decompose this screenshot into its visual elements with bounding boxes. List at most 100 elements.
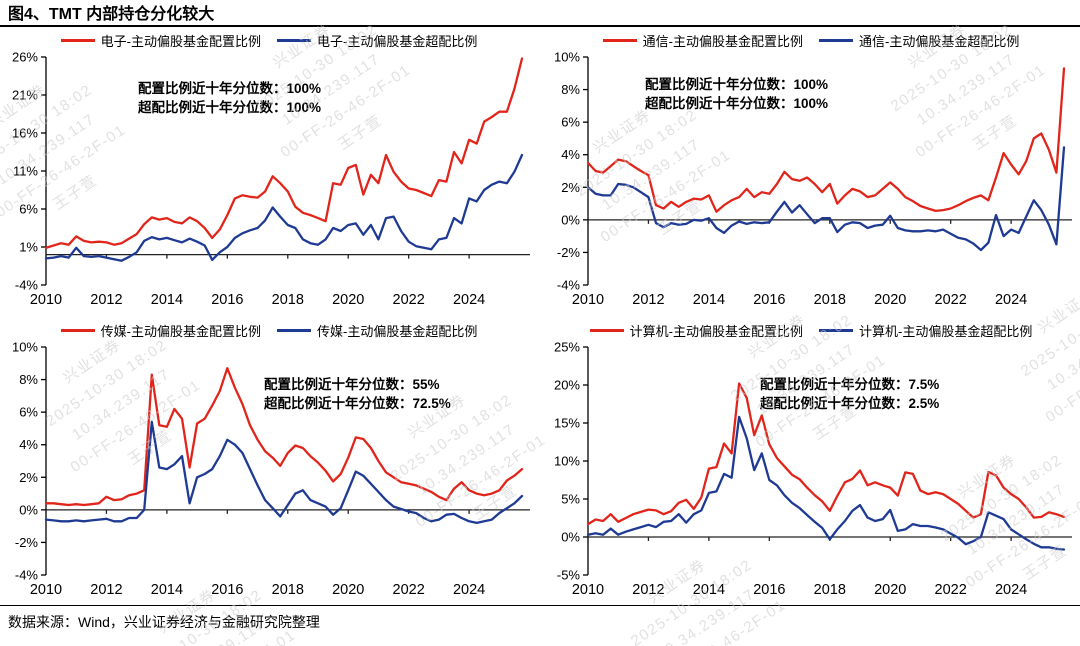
- annotation-line-2: 超配比例近十年分位数：2.5%: [760, 396, 940, 411]
- svg-text:10%: 10%: [554, 51, 580, 65]
- svg-text:20%: 20%: [554, 378, 580, 393]
- svg-text:2024: 2024: [453, 292, 485, 308]
- legend-label: 电子-主动偏股基金配置比例: [100, 33, 261, 49]
- legend-label: 通信-主动偏股基金超配比例: [859, 33, 1020, 49]
- annotation-line-2: 超配比例近十年分位数：100%: [645, 96, 829, 111]
- line-chart-computer: 25% 20% 15% 10% 5% 0% -5%2010 2012 2014 2016 2018 2…: [554, 341, 1072, 598]
- legend-label: 传媒-主动偏股基金配置比例: [100, 323, 261, 339]
- legend-item-overweight: 电子-主动偏股基金超配比例: [277, 31, 477, 50]
- svg-text:0%: 0%: [19, 502, 38, 517]
- chart-legend: 传媒-主动偏股基金配置比例 传媒-主动偏股基金超配比例: [6, 319, 532, 341]
- svg-text:-2%: -2%: [15, 535, 39, 550]
- svg-text:2010: 2010: [30, 582, 62, 598]
- svg-text:2020: 2020: [874, 292, 906, 308]
- svg-text:2022: 2022: [393, 292, 425, 308]
- svg-text:2024: 2024: [453, 582, 485, 598]
- chart-legend: 通信-主动偏股基金配置比例 通信-主动偏股基金超配比例: [548, 29, 1074, 51]
- svg-text:2%: 2%: [561, 180, 580, 195]
- legend-item-allocation: 传媒-主动偏股基金配置比例: [60, 321, 261, 340]
- red-line-swatch: [60, 38, 95, 42]
- svg-text:6%: 6%: [19, 202, 38, 217]
- svg-text:2014: 2014: [151, 292, 183, 308]
- line-chart-media: 10% 8% 6% 4% 2% 0% -2% -4%2010 2012 2014 2016 2018 2…: [12, 341, 530, 598]
- red-line-swatch: [602, 38, 637, 42]
- chart-legend: 计算机-主动偏股基金配置比例 计算机-主动偏股基金超配比例: [548, 319, 1074, 341]
- svg-text:10%: 10%: [554, 454, 580, 469]
- svg-text:15%: 15%: [554, 416, 580, 431]
- svg-text:2016: 2016: [753, 582, 785, 598]
- annotation-line-1: 配置比例近十年分位数：55%: [264, 377, 440, 392]
- legend-label: 传媒-主动偏股基金超配比例: [317, 323, 478, 339]
- svg-text:2024: 2024: [995, 292, 1027, 308]
- svg-text:1%: 1%: [19, 240, 38, 255]
- svg-text:6%: 6%: [561, 115, 580, 130]
- percentile-annotation: 配置比例近十年分位数：55% 超配比例近十年分位数：72.5%: [264, 375, 451, 413]
- legend-label: 计算机-主动偏股基金配置比例: [629, 323, 803, 339]
- svg-text:2016: 2016: [211, 582, 243, 598]
- annotation-line-2: 超配比例近十年分位数：72.5%: [264, 396, 451, 411]
- percentile-annotation: 配置比例近十年分位数：7.5% 超配比例近十年分位数：2.5%: [760, 375, 939, 413]
- svg-text:4%: 4%: [19, 437, 38, 452]
- svg-text:-4%: -4%: [557, 278, 581, 293]
- svg-text:-5%: -5%: [557, 568, 581, 583]
- svg-text:8%: 8%: [561, 82, 580, 97]
- svg-text:2020: 2020: [332, 292, 364, 308]
- svg-text:2012: 2012: [632, 292, 664, 308]
- svg-text:10%: 10%: [12, 341, 38, 355]
- legend-item-overweight: 传媒-主动偏股基金超配比例: [277, 321, 477, 340]
- svg-text:25%: 25%: [554, 341, 580, 355]
- svg-text:16%: 16%: [12, 126, 38, 141]
- svg-text:11%: 11%: [13, 164, 38, 179]
- svg-text:0%: 0%: [561, 530, 580, 545]
- svg-text:2022: 2022: [393, 582, 425, 598]
- blue-line-swatch: [819, 328, 853, 332]
- svg-text:2010: 2010: [30, 292, 62, 308]
- legend-label: 通信-主动偏股基金配置比例: [642, 33, 803, 49]
- svg-text:-4%: -4%: [15, 278, 39, 293]
- svg-text:2020: 2020: [874, 582, 906, 598]
- svg-text:26%: 26%: [12, 51, 38, 65]
- annotation-line-1: 配置比例近十年分位数：100%: [645, 77, 829, 92]
- legend-label: 电子-主动偏股基金超配比例: [317, 33, 478, 49]
- percentile-annotation: 配置比例近十年分位数：100% 超配比例近十年分位数：100%: [138, 79, 321, 117]
- red-line-swatch: [60, 328, 95, 332]
- svg-text:2022: 2022: [935, 582, 967, 598]
- legend-label: 计算机-主动偏股基金超配比例: [859, 323, 1033, 339]
- svg-text:2016: 2016: [753, 292, 785, 308]
- annotation-line-2: 超配比例近十年分位数：100%: [138, 100, 322, 115]
- svg-text:2014: 2014: [151, 582, 183, 598]
- percentile-annotation: 配置比例近十年分位数：100% 超配比例近十年分位数：100%: [645, 75, 828, 113]
- svg-text:2022: 2022: [935, 292, 967, 308]
- figure-title: 图4、TMT 内部持仓分化较大: [8, 6, 215, 23]
- svg-text:2012: 2012: [632, 582, 664, 598]
- legend-item-overweight: 计算机-主动偏股基金超配比例: [819, 321, 1032, 340]
- legend-item-overweight: 通信-主动偏股基金超配比例: [819, 31, 1019, 50]
- svg-text:2%: 2%: [19, 470, 38, 485]
- svg-text:5%: 5%: [561, 492, 580, 507]
- chart-panel-computer: 计算机-主动偏股基金配置比例 计算机-主动偏股基金超配比例 配置比例近十年分位数…: [548, 319, 1074, 605]
- chart-grid: 电子-主动偏股基金配置比例 电子-主动偏股基金超配比例 配置比例近十年分位数：1…: [0, 27, 1080, 605]
- svg-text:8%: 8%: [19, 372, 38, 387]
- chart-panel-media: 传媒-主动偏股基金配置比例 传媒-主动偏股基金超配比例 配置比例近十年分位数：5…: [6, 319, 532, 605]
- line-chart-telecom: 10% 8% 6% 4% 2% 0% -2% -4%2010 2012 2014 2016 2018 2…: [554, 51, 1072, 308]
- svg-text:2014: 2014: [693, 292, 725, 308]
- annotation-line-1: 配置比例近十年分位数：100%: [138, 81, 322, 96]
- svg-text:2020: 2020: [332, 582, 364, 598]
- svg-text:2010: 2010: [572, 582, 604, 598]
- annotation-line-1: 配置比例近十年分位数：7.5%: [760, 377, 940, 392]
- legend-item-allocation: 计算机-主动偏股基金配置比例: [589, 321, 803, 340]
- svg-text:21%: 21%: [12, 88, 38, 103]
- svg-text:2018: 2018: [272, 292, 304, 308]
- svg-text:2016: 2016: [211, 292, 243, 308]
- blue-line-swatch: [819, 38, 853, 42]
- svg-text:0%: 0%: [561, 212, 580, 227]
- data-source-note: 数据来源：Wind，兴业证券经济与金融研究院整理: [0, 605, 1080, 632]
- svg-text:2012: 2012: [90, 292, 122, 308]
- svg-text:4%: 4%: [561, 147, 580, 162]
- chart-panel-telecom: 通信-主动偏股基金配置比例 通信-主动偏股基金超配比例 配置比例近十年分位数：1…: [548, 29, 1074, 315]
- legend-item-allocation: 电子-主动偏股基金配置比例: [60, 31, 261, 50]
- svg-text:2024: 2024: [995, 582, 1027, 598]
- svg-text:6%: 6%: [19, 405, 38, 420]
- line-chart-electronics: 26% 21% 16% 11% 6% 1% -4%2010 2012 2014 2016 2018 2…: [12, 51, 530, 308]
